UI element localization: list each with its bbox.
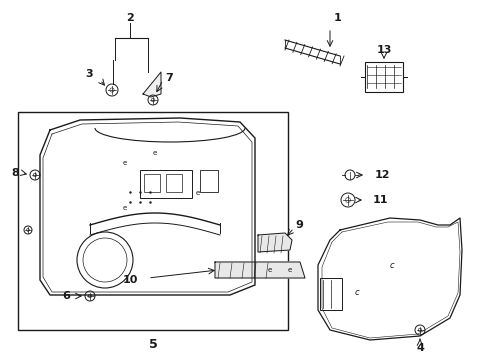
Bar bbox=[364, 62, 402, 92]
Text: e: e bbox=[153, 150, 157, 156]
Text: c: c bbox=[389, 261, 394, 270]
Text: 5: 5 bbox=[148, 338, 157, 351]
Text: e: e bbox=[122, 205, 127, 211]
Text: 12: 12 bbox=[374, 170, 390, 180]
Text: 4: 4 bbox=[415, 343, 423, 353]
Bar bbox=[319, 278, 341, 310]
Text: 1: 1 bbox=[333, 13, 341, 23]
Bar bbox=[140, 170, 192, 198]
Text: e: e bbox=[122, 160, 127, 166]
Text: 2: 2 bbox=[126, 13, 134, 23]
Bar bbox=[165, 174, 182, 192]
Text: e: e bbox=[287, 267, 291, 273]
Text: c: c bbox=[354, 288, 359, 297]
Bar bbox=[18, 112, 287, 330]
Text: e: e bbox=[267, 267, 271, 273]
Text: 11: 11 bbox=[372, 195, 387, 205]
Text: 10: 10 bbox=[122, 275, 138, 285]
Text: 3: 3 bbox=[85, 69, 93, 79]
Text: 8: 8 bbox=[11, 168, 19, 178]
Bar bbox=[143, 174, 160, 192]
Text: 9: 9 bbox=[294, 220, 302, 230]
Text: 13: 13 bbox=[376, 45, 391, 55]
Text: e: e bbox=[196, 190, 200, 196]
Text: 7: 7 bbox=[164, 73, 172, 83]
Bar bbox=[200, 170, 218, 192]
Text: 6: 6 bbox=[62, 291, 70, 301]
Polygon shape bbox=[258, 233, 291, 252]
Polygon shape bbox=[142, 72, 161, 97]
Polygon shape bbox=[215, 262, 305, 278]
